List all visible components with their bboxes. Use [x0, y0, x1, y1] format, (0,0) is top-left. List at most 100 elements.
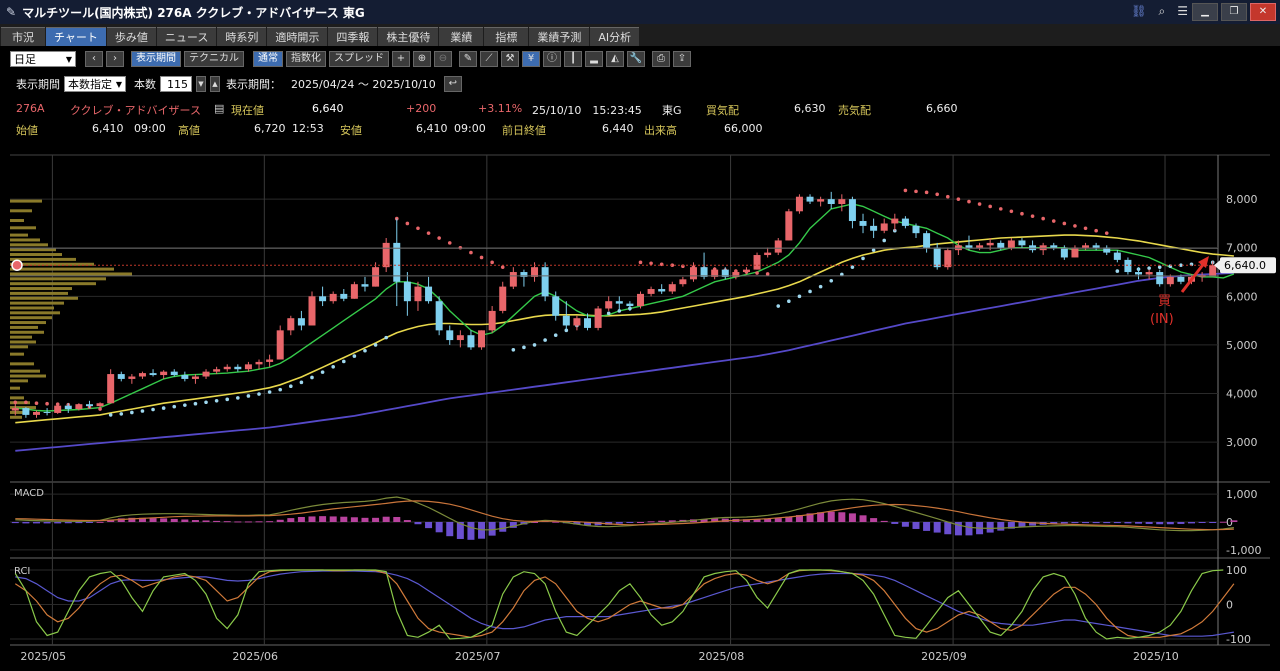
- candle-body: [160, 371, 168, 376]
- tab-9[interactable]: 指標: [484, 27, 529, 46]
- crosshair-icon[interactable]: +: [392, 51, 410, 67]
- candle-body: [340, 293, 348, 299]
- print-icon[interactable]: ⎙: [652, 51, 670, 67]
- tab-5[interactable]: 適時開示: [267, 27, 328, 46]
- tab-0[interactable]: 市況: [1, 27, 45, 46]
- spread-button[interactable]: スプレッド: [329, 51, 389, 67]
- count-down-icon[interactable]: ▼: [196, 76, 206, 92]
- price-tick: 7,000: [1226, 242, 1258, 255]
- sar-dot: [617, 309, 622, 313]
- menu-icon[interactable]: ☰: [1177, 4, 1188, 18]
- date-label: 2025/06: [232, 650, 278, 663]
- prev-icon[interactable]: ‹: [85, 51, 103, 67]
- candle-body: [997, 242, 1005, 248]
- volume-profile-bar: [10, 199, 42, 203]
- export-icon[interactable]: ⇪: [673, 51, 691, 67]
- sar-dot: [1073, 224, 1077, 228]
- candle-icon[interactable]: ┃: [564, 51, 582, 67]
- link-icon[interactable]: ⛓: [1131, 4, 1147, 18]
- current-price-label: 6,640.0: [1224, 259, 1266, 272]
- sar-dot: [734, 269, 738, 273]
- candle-body: [414, 286, 422, 302]
- tools-icon[interactable]: ⚒: [501, 51, 519, 67]
- restore-icon[interactable]: ❐: [1221, 3, 1247, 21]
- macd-histogram-bar: [901, 522, 909, 527]
- tab-11[interactable]: AI分析: [590, 27, 640, 46]
- macd-histogram-bar: [912, 522, 920, 529]
- volume-profile-bar: [10, 379, 28, 383]
- tab-6[interactable]: 四季報: [328, 27, 378, 46]
- ask-label: 売気配: [838, 104, 871, 117]
- macd-histogram-bar: [1219, 521, 1227, 523]
- area-icon[interactable]: ◭: [606, 51, 624, 67]
- bid-label: 買気配: [706, 104, 739, 117]
- macd-histogram-bar: [22, 522, 30, 524]
- sar-dot: [702, 266, 706, 270]
- period-bar: 表示期間 本数指定 ▼ 本数 115 ▼ ▲ 表示期間： 2025/04/24 ～…: [0, 75, 1280, 93]
- sar-dot: [1009, 209, 1014, 214]
- interval-select[interactable]: 日足 ▼: [10, 51, 76, 67]
- index-button[interactable]: 指数化: [286, 51, 326, 67]
- tab-1[interactable]: チャート: [46, 27, 106, 46]
- range-value: 2025/04/24 ～ 2025/10/10: [291, 78, 436, 91]
- info-icon[interactable]: ⓘ: [543, 51, 561, 67]
- candle-body: [1060, 247, 1068, 258]
- tab-bar: 市況 チャート 歩み値 ニュース 時系列 適時開示 四季報 株主優待 業績 指標 業績予測 AI分析: [0, 24, 1280, 46]
- yen-icon[interactable]: ¥: [522, 51, 540, 67]
- sar-dot: [299, 380, 304, 385]
- sar-dot: [808, 289, 812, 294]
- sar-dot: [861, 256, 865, 261]
- macd-histogram-bar: [467, 522, 475, 540]
- volume-profile-bar: [10, 410, 28, 414]
- refresh-icon[interactable]: ↩: [443, 76, 462, 92]
- candle-body: [509, 272, 517, 287]
- sar-dot: [543, 338, 547, 342]
- tab-10[interactable]: 業績予測: [529, 27, 590, 46]
- macd-histogram-bar: [181, 519, 189, 522]
- macd-histogram-bar: [827, 511, 835, 522]
- period-button[interactable]: 表示期間: [131, 51, 181, 67]
- sar-dot: [956, 197, 961, 201]
- macd-histogram-bar: [1198, 522, 1206, 523]
- candle-body: [1103, 247, 1111, 253]
- tab-8[interactable]: 業績: [439, 27, 484, 46]
- candle-body: [679, 279, 687, 285]
- bars-icon[interactable]: ▂: [585, 51, 603, 67]
- count-up-icon[interactable]: ▲: [210, 76, 220, 92]
- period-mode-value: 本数指定: [68, 78, 112, 91]
- macd-histogram-bar: [1007, 522, 1015, 529]
- count-input[interactable]: 115: [160, 76, 192, 92]
- trend-line-icon[interactable]: ⟋: [480, 51, 498, 67]
- sar-dot: [87, 405, 92, 409]
- minimize-icon[interactable]: ▁: [1192, 3, 1218, 21]
- technical-button[interactable]: テクニカル: [184, 51, 244, 67]
- macd-histogram-bar: [615, 522, 623, 524]
- candle-body: [1145, 272, 1153, 275]
- zoom-in-icon[interactable]: ⊕: [413, 51, 431, 67]
- rci-long-line: [15, 570, 1234, 637]
- macd-histogram-bar: [636, 522, 644, 523]
- candle-body: [827, 199, 835, 205]
- close-icon[interactable]: ✕: [1250, 3, 1276, 21]
- zoom-out-icon[interactable]: ⊖: [434, 51, 452, 67]
- pin-icon[interactable]: ✎: [6, 5, 17, 19]
- period-mode-select[interactable]: 本数指定 ▼: [64, 76, 126, 92]
- candle-body: [107, 374, 115, 404]
- tab-3[interactable]: ニュース: [156, 27, 217, 46]
- next-icon[interactable]: ›: [106, 51, 124, 67]
- search-icon[interactable]: ⌕: [1158, 4, 1166, 18]
- macd-histogram-bar: [679, 519, 687, 522]
- pencil-icon[interactable]: ✎: [459, 51, 477, 67]
- wrench-icon[interactable]: 🔧: [627, 51, 645, 67]
- macd-histogram-bar: [244, 521, 252, 523]
- volume-profile-bar: [10, 253, 62, 257]
- tab-2[interactable]: 歩み値: [106, 27, 156, 46]
- bid-price: 6,630: [794, 102, 826, 115]
- candle-body: [446, 330, 454, 341]
- candle-body: [732, 272, 740, 277]
- normal-button[interactable]: 通常: [253, 51, 283, 67]
- tab-7[interactable]: 株主優待: [378, 27, 439, 46]
- tab-4[interactable]: 時系列: [217, 27, 267, 46]
- candle-body: [425, 286, 433, 302]
